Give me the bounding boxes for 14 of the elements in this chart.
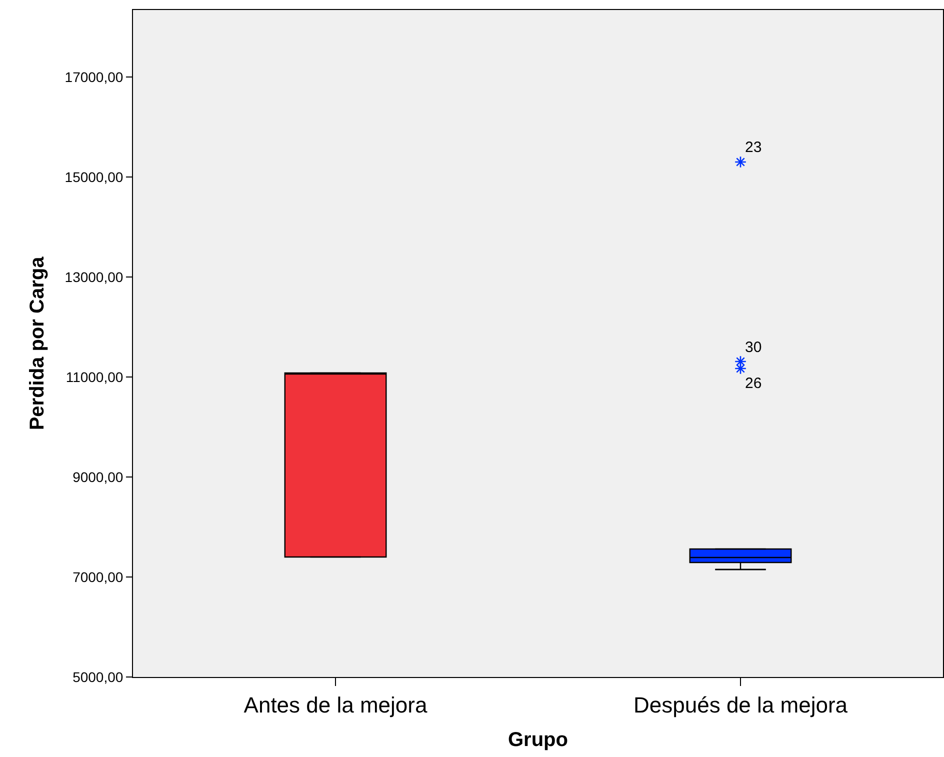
x-axis-title: Grupo (508, 728, 568, 751)
y-tick-label: 7000,00 (72, 568, 124, 585)
y-tick-label: 13000,00 (64, 268, 124, 285)
y-tick-label: 17000,00 (64, 68, 124, 85)
y-tick-label: 5000,00 (72, 668, 124, 685)
x-tick-label: Antes de la mejora (244, 692, 428, 718)
x-tick-label: Después de la mejora (633, 692, 848, 718)
y-tick-label: 15000,00 (64, 168, 124, 185)
y-tick-label: 9000,00 (72, 468, 124, 485)
y-axis-title: Perdida por Carga (26, 256, 48, 430)
annotation: 30 (745, 339, 762, 356)
annotation: 26 (745, 375, 762, 392)
annotation: 23 (745, 139, 762, 156)
y-tick-label: 11000,00 (66, 368, 124, 385)
